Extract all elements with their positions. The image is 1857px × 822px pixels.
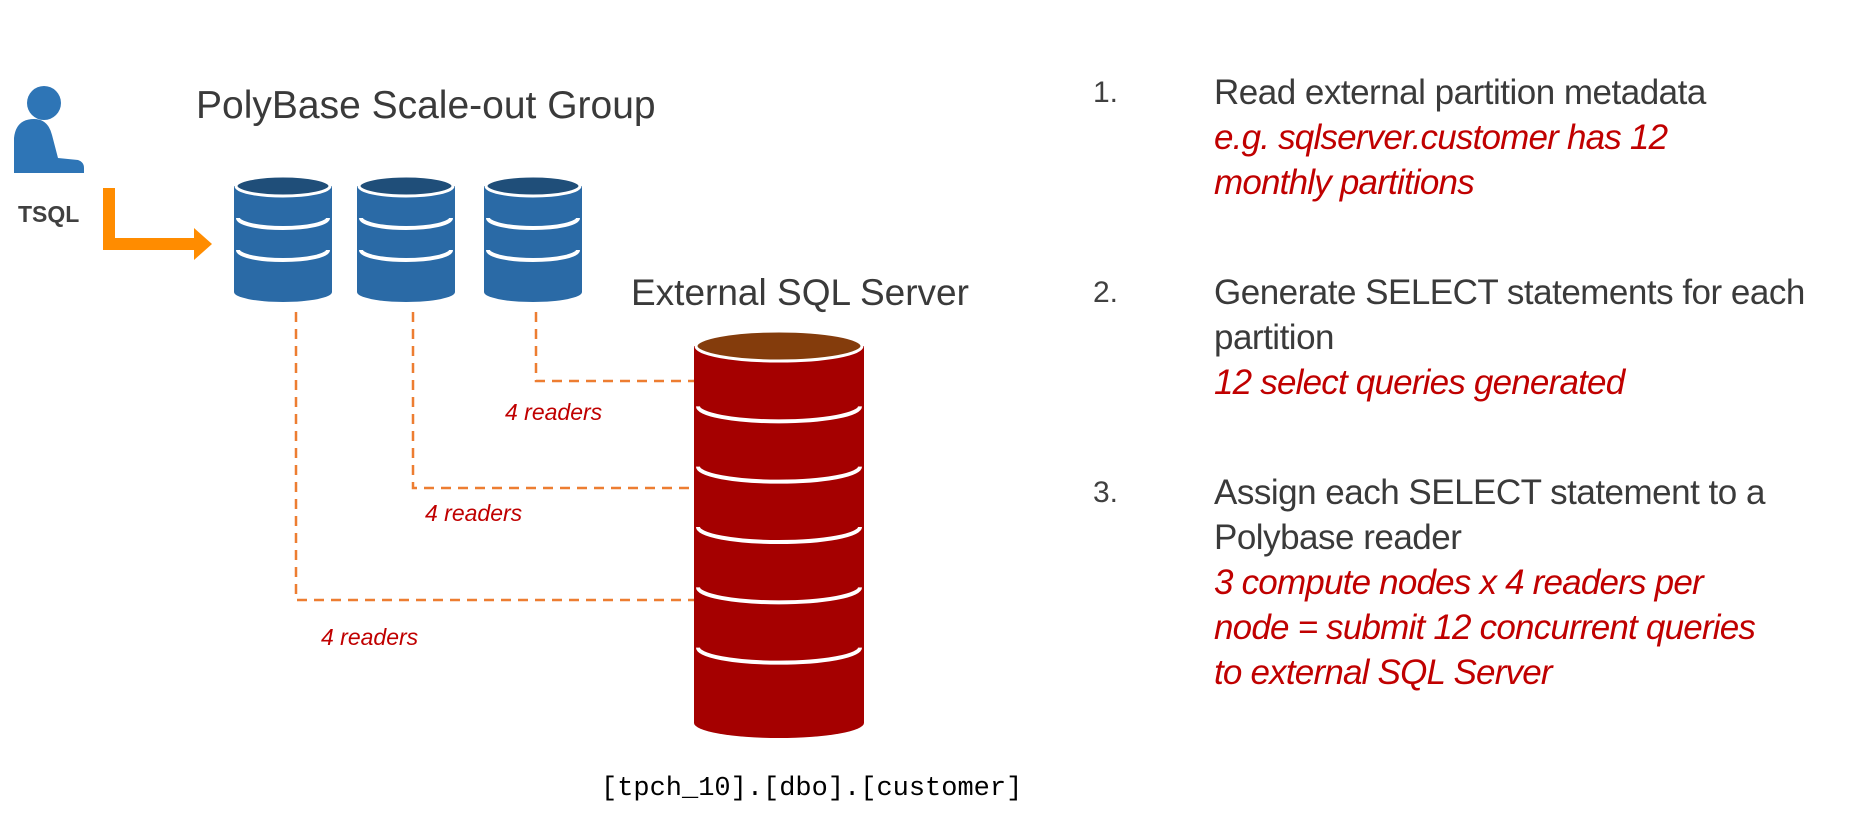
external-sql-server-database-icon: [694, 329, 864, 738]
step-text: Generate SELECT statements for each part…: [1214, 273, 1805, 357]
tsql-label: TSQL: [18, 201, 79, 227]
step-note: e.g. sqlserver.customer has 12 monthly p…: [1214, 118, 1668, 202]
reader-label-node-1: 4 readers: [321, 624, 419, 650]
cylinder-band: [486, 249, 580, 262]
step-number: 3.: [1093, 476, 1119, 509]
cylinder-band: [486, 217, 580, 230]
cylinder-band: [359, 217, 453, 230]
connectors: [294, 312, 694, 602]
compute-node-2-database-icon: [357, 174, 455, 302]
reader-label-node-3: 4 readers: [505, 399, 603, 425]
cylinder-band: [696, 466, 862, 484]
connector-node-2: [411, 312, 694, 490]
step-text: Assign each SELECT statement to a Polyba…: [1214, 473, 1765, 557]
cylinder-top: [234, 174, 332, 198]
connector-node-1: [294, 312, 694, 602]
cylinder-band: [696, 647, 862, 665]
cylinder-body: [484, 186, 582, 302]
cylinder-top: [357, 174, 455, 198]
cylinder-body: [357, 186, 455, 302]
step-3: 3. Assign each SELECT statement to a Pol…: [1093, 470, 1853, 695]
table-name: [tpch_10].[dbo].[customer]: [601, 774, 1022, 804]
step-note: 3 compute nodes x 4 readers per node = s…: [1214, 563, 1756, 692]
cylinder-band: [359, 249, 453, 262]
steps-list: 1. Read external partition metadata e.g.…: [1093, 70, 1853, 760]
reader-label-node-2: 4 readers: [425, 500, 523, 526]
cylinder-band: [236, 249, 330, 262]
compute-node-1-database-icon: [234, 174, 332, 302]
cylinder-top: [484, 174, 582, 198]
connector-node-3: [534, 312, 694, 383]
external-title: External SQL Server: [631, 272, 969, 313]
group-title: PolyBase Scale-out Group: [196, 84, 656, 127]
user-icon: [14, 86, 84, 173]
step-note: 12 select queries generated: [1214, 363, 1625, 402]
cylinder-band: [696, 405, 862, 424]
cylinder-body: [234, 186, 332, 302]
step-number: 1.: [1093, 76, 1119, 109]
step-text: Read external partition metadata: [1214, 73, 1706, 112]
step-1: 1. Read external partition metadata e.g.…: [1093, 70, 1853, 205]
cylinder-band: [236, 217, 330, 230]
step-number: 2.: [1093, 276, 1119, 309]
step-2: 2. Generate SELECT statements for each p…: [1093, 270, 1853, 405]
cylinder-band: [696, 526, 862, 544]
cylinder-band: [696, 586, 862, 605]
arrow-icon: [103, 188, 212, 260]
cylinder-top: [694, 329, 864, 363]
compute-node-3-database-icon: [484, 174, 582, 302]
